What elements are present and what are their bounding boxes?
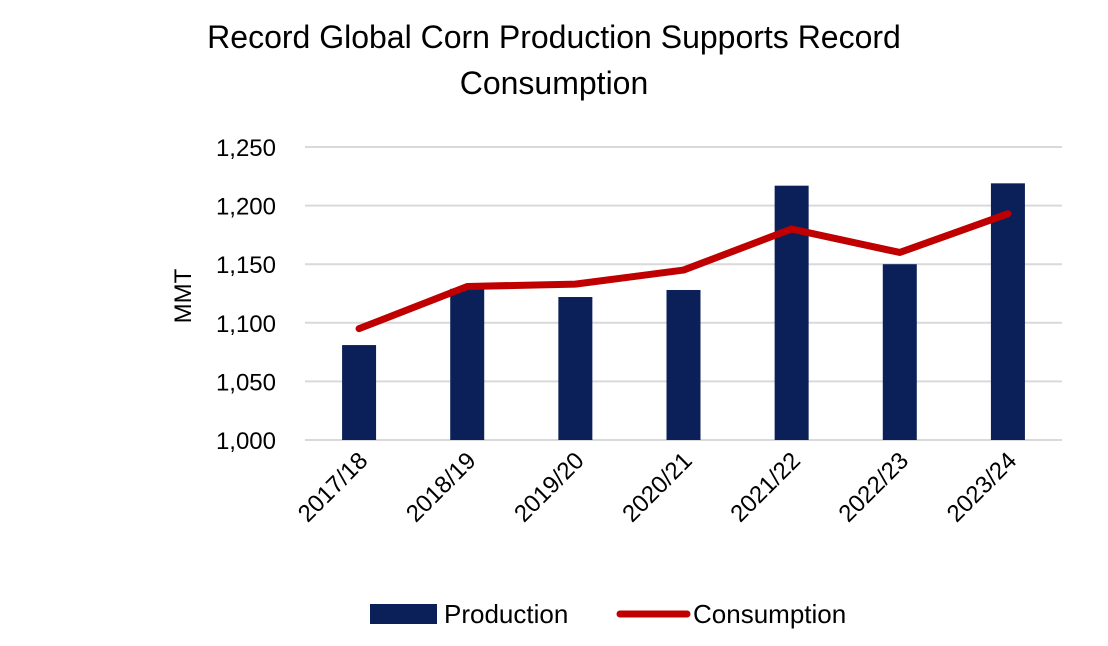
legend-production-swatch bbox=[370, 604, 437, 624]
production-bar bbox=[558, 297, 593, 440]
production-bar bbox=[450, 288, 485, 440]
production-bar bbox=[774, 185, 809, 440]
production-bar bbox=[990, 183, 1025, 440]
y-tick-label: 1,250 bbox=[216, 135, 276, 162]
y-tick-label: 1,000 bbox=[216, 428, 276, 455]
x-tick-label: 2017/18 bbox=[293, 447, 373, 527]
production-bar bbox=[342, 345, 377, 440]
y-tick-label: 1,050 bbox=[216, 369, 276, 396]
y-axis-title: MMT bbox=[170, 268, 197, 323]
production-bars bbox=[342, 183, 1025, 440]
y-tick-label: 1,200 bbox=[216, 194, 276, 221]
x-tick-label: 2023/24 bbox=[942, 447, 1022, 527]
x-tick-label: 2022/23 bbox=[834, 447, 914, 527]
x-tick-label: 2019/20 bbox=[509, 447, 589, 527]
legend: Production Consumption bbox=[370, 599, 846, 629]
consumption-line-group bbox=[355, 210, 1012, 333]
production-bar bbox=[882, 264, 917, 440]
x-tick-label: 2018/19 bbox=[401, 447, 481, 527]
legend-consumption-label: Consumption bbox=[693, 599, 846, 629]
x-tick-label: 2020/21 bbox=[617, 447, 697, 527]
x-tick-labels: 2017/18 2018/19 2019/20 2020/21 2021/22 2022/… bbox=[293, 447, 1022, 527]
consumption-line bbox=[355, 210, 1012, 333]
y-tick-labels: 1,000 1,050 1,100 1,150 1,200 1,250 bbox=[216, 135, 276, 455]
chart-title: Record Global Corn Production Supports R… bbox=[0, 14, 1108, 106]
production-bar bbox=[666, 289, 701, 440]
chart-title-line-2: Consumption bbox=[459, 65, 649, 101]
chart-title-line-1: Record Global Corn Production Supports R… bbox=[207, 19, 901, 55]
x-tick-label: 2021/22 bbox=[725, 447, 805, 527]
legend-production-label: Production bbox=[444, 599, 568, 629]
y-tick-label: 1,150 bbox=[216, 252, 276, 279]
y-tick-label: 1,100 bbox=[216, 311, 276, 338]
